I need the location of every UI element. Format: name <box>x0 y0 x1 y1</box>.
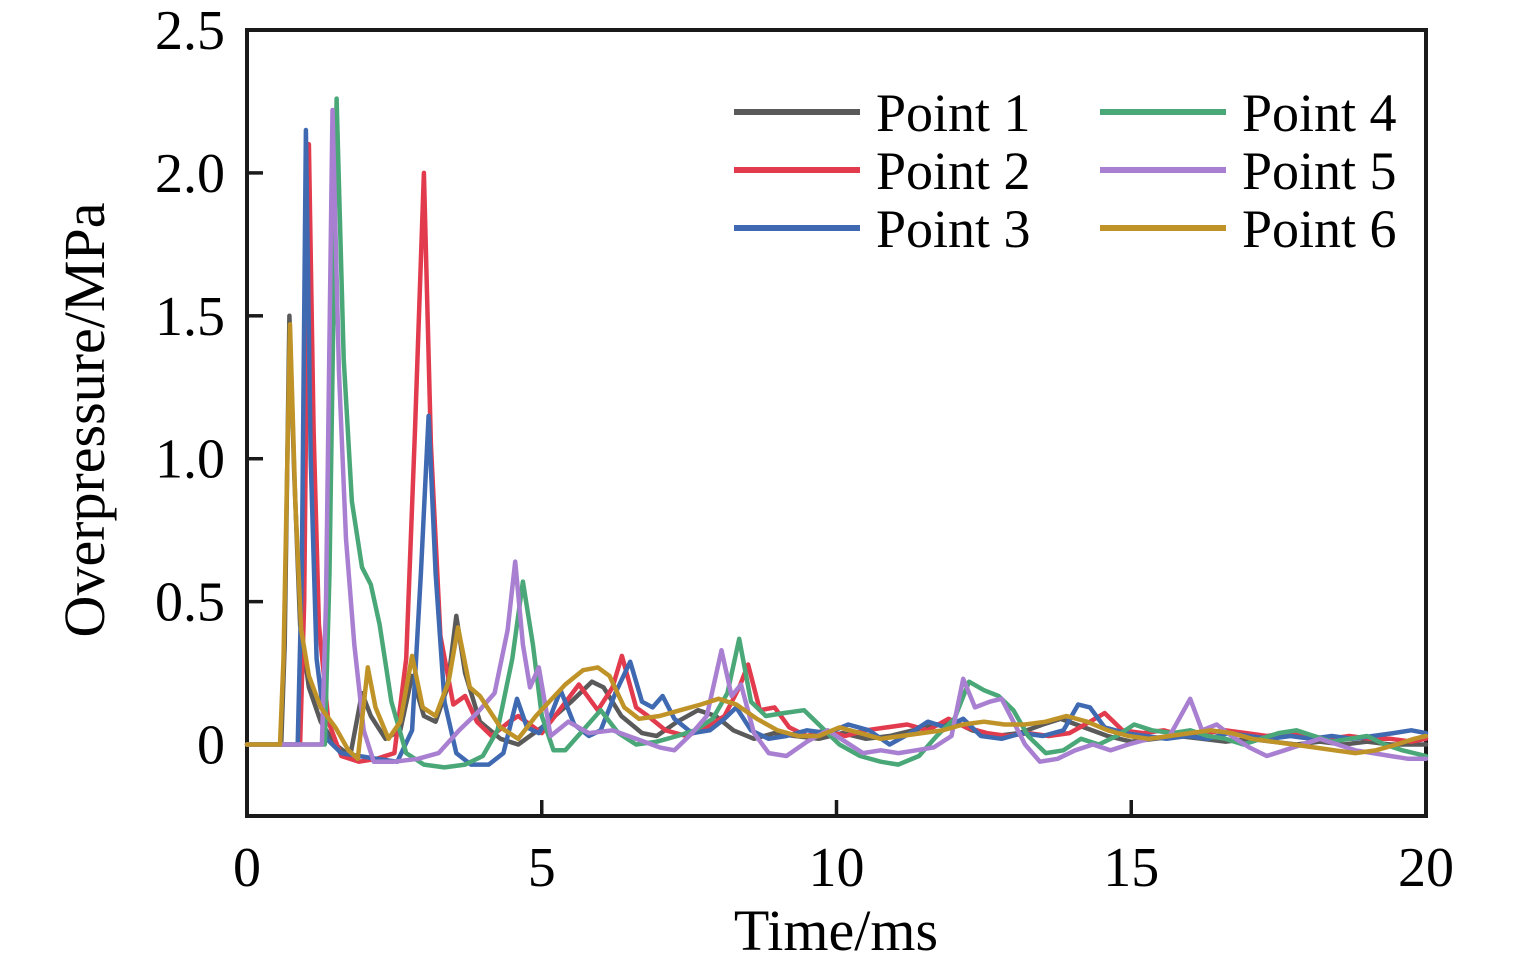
y-tick-label: 2.5 <box>155 0 225 62</box>
x-tick-label: 0 <box>233 837 261 899</box>
legend-label-point-2: Point 2 <box>876 141 1031 201</box>
legend-label-point-3: Point 3 <box>876 199 1031 259</box>
series-line-point-6 <box>244 322 1429 762</box>
legend-label-point-6: Point 6 <box>1242 199 1397 259</box>
legend-label-point-5: Point 5 <box>1242 141 1397 201</box>
x-tick-label: 5 <box>528 837 556 899</box>
x-tick-label: 15 <box>1103 837 1159 899</box>
y-axis-title: Overpressure/MPa <box>52 202 117 638</box>
y-tick-label: 2.0 <box>155 143 225 205</box>
x-tick-label: 20 <box>1398 837 1454 899</box>
y-tick-label: 1.0 <box>155 429 225 491</box>
x-tick-label: 10 <box>809 837 865 899</box>
x-axis-title: Time/ms <box>733 898 939 963</box>
legend-label-point-1: Point 1 <box>876 83 1031 143</box>
y-tick-label: 0.5 <box>155 572 225 634</box>
y-tick-label: 1.5 <box>155 286 225 348</box>
legend-label-point-4: Point 4 <box>1242 83 1397 143</box>
series-line-point-4 <box>244 96 1429 770</box>
y-tick-label: 0 <box>197 715 225 777</box>
series-line-point-3 <box>244 127 1429 767</box>
